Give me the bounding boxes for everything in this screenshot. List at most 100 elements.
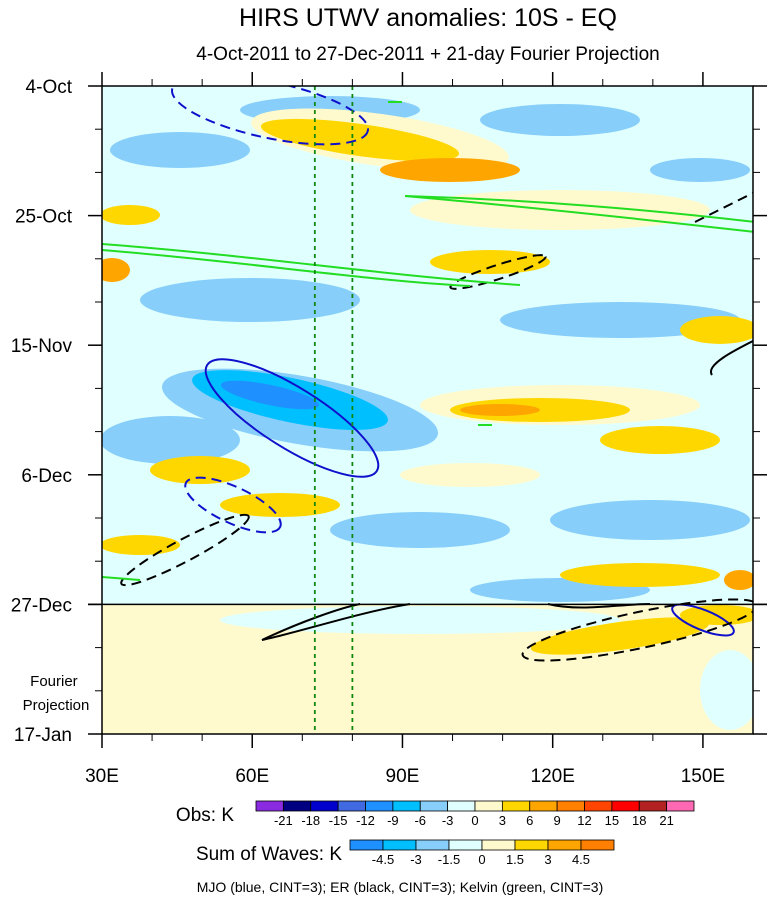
colorbar-box <box>337 800 366 812</box>
anomaly-field <box>102 96 753 734</box>
er-contour <box>120 513 250 587</box>
y-tick-label: 27-Dec <box>11 595 72 616</box>
obs-legend-label: Obs: K <box>176 805 234 826</box>
stronger-cool-patch <box>221 380 319 410</box>
colorbar-label: 18 <box>632 813 646 828</box>
waves-colorbar: -4.5 -3 -1.5 0 1.5 3 4.5 <box>349 839 615 867</box>
colorbar-box <box>580 839 615 851</box>
x-tick-label: 120E <box>531 766 575 787</box>
colorbar-box <box>529 800 558 812</box>
colorbar-label: 15 <box>605 813 619 828</box>
footnote: MJO (blue, CINT=3); ER (black, CINT=3); … <box>197 879 604 895</box>
warm-patch <box>430 250 550 274</box>
er-contour <box>710 339 753 376</box>
colorbar-box <box>556 800 585 812</box>
projection-cool-patch <box>220 606 620 634</box>
er-contour <box>261 603 361 641</box>
colorbar-label: -15 <box>329 813 348 828</box>
colorbar-box <box>584 800 613 812</box>
er-contour <box>521 598 753 662</box>
x-tick-label: 90E <box>386 766 420 787</box>
warm-patch <box>600 426 720 454</box>
x-tick-label: 150E <box>681 766 725 787</box>
cool-patch <box>140 278 360 322</box>
colorbar-box <box>666 800 695 812</box>
colorbar-box <box>419 800 449 812</box>
colorbar-box <box>547 839 582 851</box>
colorbar-box <box>474 800 503 812</box>
colorbar-box <box>501 800 531 812</box>
chart-title: HIRS UTWV anomalies: 10S - EQ <box>239 4 617 32</box>
reference-longitude-lines <box>313 86 354 734</box>
colorbar-label: 21 <box>659 813 673 828</box>
colorbar-label: -9 <box>387 813 399 828</box>
warm-patch <box>102 535 180 555</box>
colorbar-label: 1.5 <box>506 852 524 867</box>
mjo-contour <box>204 358 380 478</box>
colorbar-label: -1.5 <box>438 852 460 867</box>
hot-patch <box>724 570 753 590</box>
colorbar-label: 6 <box>526 813 533 828</box>
wave-contours <box>102 86 753 662</box>
kelvin-contour <box>102 576 141 581</box>
plot-frame <box>101 85 754 735</box>
mjo-contour <box>171 86 369 146</box>
warm-patch <box>220 493 340 517</box>
colorbar-box <box>514 839 549 851</box>
y-tick-label: 25-Oct <box>15 207 73 228</box>
colorbar-label: 3 <box>499 813 506 828</box>
cool-patch <box>500 302 740 338</box>
kelvin-contour <box>102 249 471 287</box>
warm-patch <box>560 563 720 587</box>
projection-warm-patch <box>530 617 710 655</box>
x-axis: 30E 60E 90E 120E 150E <box>85 72 725 787</box>
colorbar-box <box>255 800 284 812</box>
colorbar-label: 9 <box>554 813 561 828</box>
mjo-contour <box>671 603 735 637</box>
colorbar-label: 0 <box>471 813 478 828</box>
colorbar-label: -3 <box>442 813 454 828</box>
colorbar-box <box>415 839 450 851</box>
colorbar-box <box>447 800 476 812</box>
er-contour <box>694 191 753 223</box>
warm-patch <box>102 205 160 225</box>
warm-patch <box>150 456 250 484</box>
colorbar-box <box>392 800 421 812</box>
er-contour <box>261 603 411 641</box>
cool-patch <box>550 500 750 540</box>
colorbar-label: -18 <box>301 813 320 828</box>
waves-legend-label: Sum of Waves: K <box>196 844 342 865</box>
cool-patch <box>480 104 640 136</box>
er-contour <box>449 254 547 290</box>
y-tick-label: 17-Jan <box>14 725 72 746</box>
colorbar-box <box>382 839 417 851</box>
warm-patch <box>400 463 540 487</box>
colorbar-label: -12 <box>356 813 375 828</box>
y-axis: 4-Oct 25-Oct 15-Nov 6-Dec 27-Dec 17-Jan <box>11 77 767 746</box>
obs-colorbar: -21 -18 -15 -12 -9 -6 -3 0 3 6 9 12 15 18 21 <box>255 800 695 828</box>
cool-patch <box>110 132 250 168</box>
projection-warm-patch <box>680 605 753 625</box>
colorbar-label: 3 <box>544 852 551 867</box>
cool-patch <box>102 416 240 464</box>
colorbar-box <box>365 800 394 812</box>
colorbar-label: 12 <box>577 813 591 828</box>
kelvin-contour <box>404 195 753 233</box>
colorbar-box <box>448 839 483 851</box>
colorbar-label: 0 <box>478 852 485 867</box>
kelvin-contour <box>404 195 753 223</box>
colorbar-label: -6 <box>414 813 426 828</box>
projection-label: Fourier Projection <box>23 673 90 714</box>
colorbar-box <box>481 839 516 851</box>
y-tick-label: 4-Oct <box>26 77 73 98</box>
warm-patch <box>102 258 130 282</box>
x-tick-label: 60E <box>235 766 269 787</box>
warm-patch <box>260 118 460 162</box>
y-tick-label: 6-Dec <box>21 466 72 487</box>
x-tick-label: 30E <box>85 766 119 787</box>
colorbar-box <box>310 800 339 812</box>
colorbar-box <box>611 800 640 812</box>
colorbar-label: 4.5 <box>572 852 590 867</box>
hot-patch <box>380 158 520 182</box>
